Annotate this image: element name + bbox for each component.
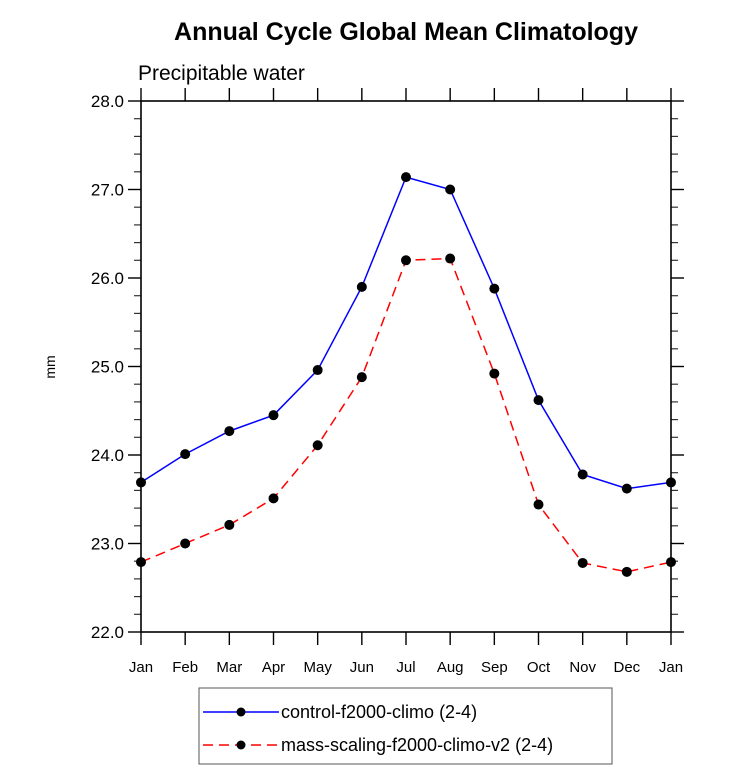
- data-point: [445, 184, 456, 195]
- legend-label-control: control-f2000-climo (2-4): [281, 702, 477, 722]
- data-point: [666, 557, 676, 568]
- y-tick-label: 28.0: [91, 92, 124, 111]
- series-layer: [136, 172, 676, 577]
- x-tick-label: May: [303, 659, 332, 676]
- data-point: [312, 440, 323, 451]
- series-line-1: [140, 257, 672, 573]
- data-point: [312, 365, 323, 376]
- data-point: [533, 395, 544, 406]
- data-point: [489, 368, 500, 379]
- x-tick-label: Aug: [437, 659, 464, 676]
- axis-ticks: [128, 88, 684, 645]
- data-point: [621, 483, 632, 494]
- legend-marker-control: [236, 707, 246, 717]
- data-point: [180, 449, 191, 460]
- series-line-0: [140, 176, 672, 490]
- data-point: [224, 426, 235, 437]
- chart-subtitle: Precipitable water: [138, 62, 305, 85]
- x-tick-label: Jul: [396, 659, 415, 676]
- data-point: [445, 253, 456, 264]
- data-point: [621, 566, 632, 577]
- x-tick-label: Jan: [129, 659, 153, 676]
- data-point: [224, 519, 235, 530]
- x-tick-label: Feb: [172, 659, 198, 676]
- data-point: [268, 410, 279, 421]
- y-axis-label: mm: [42, 355, 58, 378]
- x-tick-label: Nov: [569, 659, 596, 676]
- data-point: [180, 538, 191, 549]
- y-tick-labels: 22.0 23.0 24.0 25.0 26.0 27.0 28.0: [91, 92, 124, 642]
- data-point: [577, 557, 588, 568]
- legend-marker-mass-scaling: [236, 740, 246, 750]
- data-point: [401, 255, 411, 266]
- data-point: [577, 469, 588, 480]
- x-tick-label: Jan: [659, 659, 683, 676]
- x-tick-label: Dec: [613, 659, 640, 676]
- legend-box: [198, 687, 613, 765]
- x-tick-label: Sep: [481, 659, 508, 676]
- data-point: [268, 493, 279, 504]
- y-tick-label: 25.0: [91, 358, 124, 377]
- data-point: [356, 281, 367, 292]
- legend: control-f2000-climo (2-4) mass-scaling-f…: [198, 687, 613, 765]
- data-point: [401, 172, 411, 183]
- chart-title: Annual Cycle Global Mean Climatology: [174, 18, 638, 46]
- data-point: [489, 283, 500, 294]
- y-tick-label: 27.0: [91, 181, 124, 200]
- y-tick-label: 23.0: [91, 535, 124, 554]
- data-point: [136, 477, 146, 488]
- data-point: [356, 372, 367, 383]
- data-point: [666, 477, 676, 488]
- y-tick-label: 22.0: [91, 623, 124, 642]
- x-tick-labels: Jan Feb Mar Apr May Jun Jul Aug Sep Oct Nov Dec Jan: [129, 659, 683, 676]
- y-tick-label: 26.0: [91, 269, 124, 288]
- y-tick-label: 24.0: [91, 446, 124, 465]
- x-tick-label: Oct: [527, 659, 551, 676]
- legend-label-mass-scaling: mass-scaling-f2000-climo-v2 (2-4): [281, 735, 553, 755]
- plot-frame: [140, 100, 672, 633]
- x-tick-label: Jun: [350, 659, 374, 676]
- data-point: [533, 499, 544, 510]
- data-point: [136, 557, 146, 568]
- x-tick-label: Apr: [262, 659, 285, 676]
- x-tick-label: Mar: [216, 659, 242, 676]
